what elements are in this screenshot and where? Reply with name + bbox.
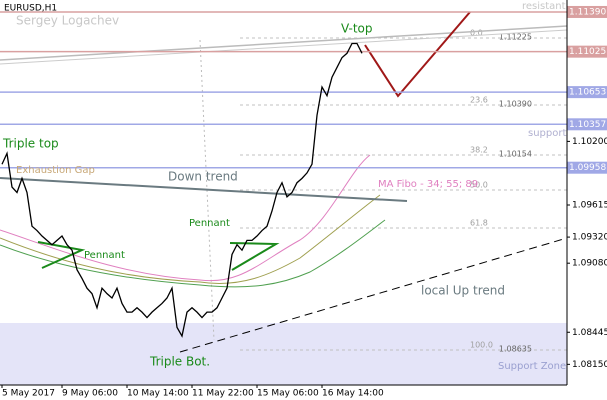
chart-title: EURUSD,H1 [4,4,57,14]
price-tag [567,161,607,174]
v-top-label: V-top [341,22,373,36]
fibo-price: 1.11225 [499,33,532,42]
y-tick-label: 1.09615 [572,201,607,211]
price-tag-label: 1.10357 [569,120,606,130]
price-tag-label: 1.11025 [569,47,606,57]
y-tick-label: 1.09080 [572,259,607,269]
price-tag-label: 1.11390 [569,7,606,17]
down-trend-line [0,177,408,202]
resistance-line [0,29,568,65]
ma-34 [0,154,371,282]
author: Sergey Logachev [16,14,119,28]
fibo-price: 1.10390 [499,100,532,109]
down-trend-label: Down trend [168,170,238,184]
triple-bottom-label: Triple Bot. [149,355,210,369]
x-tick-label: 16 May 14:00 [322,389,384,399]
fibo-level: 100.0 [470,341,493,350]
fibo-level: 0.0 [470,29,483,38]
resistance-line [0,25,568,61]
y-tick-label: 1.08150 [572,360,607,370]
price-tag [567,118,607,131]
fibo-level: 23.6 [470,96,488,105]
x-tick-label: 5 May 2017 [2,389,55,399]
support-zone-label: Support Zone [498,361,566,372]
fibo-group: 0.0 1.11225 23.6 1.10390 38.2 1.10154 50.0 61.8… [240,29,567,354]
price-tag [567,45,607,58]
price-tag [567,5,607,18]
x-tick-label: 11 May 22:00 [192,389,254,399]
fibo-price: 1.08635 [499,345,532,354]
price-line [1,42,363,338]
pennant-label: Pennant [189,218,230,229]
resistant-label: resistant [522,1,566,12]
fibo-level: 61.8 [470,219,488,228]
y-tick-label: 1.08445 [572,328,607,338]
support-zone [0,323,567,385]
v-projection [364,11,471,98]
fibo-price: 1.10154 [499,150,532,159]
support-label: support [528,128,566,139]
up-trend-line [179,237,568,353]
y-tick-label: 1.10200 [572,137,607,147]
levels: 1.11390 1.11025 1.10653 1.10357 1.09958 [0,5,607,174]
price-tag [567,86,607,99]
ma-fibo-label: MA Fibo - 34; 55; 89 [378,179,478,190]
price-tag-label: 1.10653 [569,88,606,98]
price-series [1,42,363,338]
x-tick-label: 10 May 14:00 [127,389,189,399]
triple-top-label: Triple top [2,137,59,151]
x-tick-label: 9 May 06:00 [62,389,118,399]
y-tick-label: 1.09320 [572,233,607,243]
exhaustion-gap-label: Exhaustion Gap [16,165,95,176]
fibo-level: 50.0 [470,181,488,190]
x-tick-label: 15 May 06:00 [257,389,319,399]
pennant-label: Pennant [84,250,125,261]
up-trend-label: local Up trend [421,284,505,298]
price-tag-label: 1.09958 [569,163,606,173]
fibo-level: 38.2 [470,146,488,155]
